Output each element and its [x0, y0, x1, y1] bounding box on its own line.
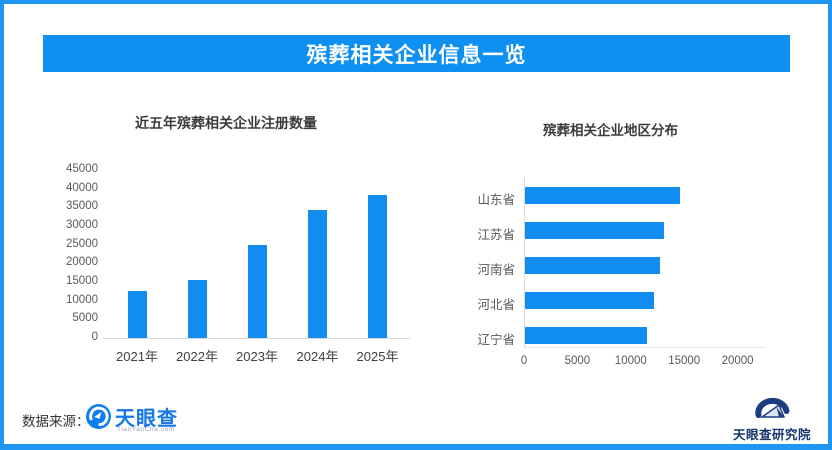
bar-山东省 — [525, 187, 680, 204]
y-axis-tick-label: 40000 — [66, 181, 98, 194]
x-axis-category-label: 2025年 — [356, 349, 399, 364]
bar-2024年 — [308, 210, 327, 338]
y-axis-tick-label: 15000 — [66, 275, 98, 287]
page-title: 殡葬相关企业信息一览 — [306, 43, 527, 67]
bar-2025年 — [368, 195, 387, 338]
x-axis-tick-label: 10000 — [614, 355, 647, 367]
bar-2022年 — [187, 280, 207, 338]
y-axis-category-label: 山东省 — [477, 192, 515, 207]
y-axis-tick-label: 45000 — [66, 163, 98, 175]
bar-江苏省 — [525, 222, 664, 239]
x-axis-tick-label: 20000 — [721, 355, 754, 367]
x-axis-category-label: 2023年 — [236, 349, 278, 364]
x-axis-line — [524, 347, 764, 348]
y-axis-tick-label: 30000 — [66, 219, 98, 231]
x-axis-tick-label: 5000 — [564, 355, 591, 367]
y-axis-tick-label: 0 — [91, 331, 98, 343]
bar-河南省 — [525, 257, 660, 274]
x-axis-line — [103, 338, 410, 339]
x-axis-category-label: 2024年 — [296, 349, 339, 364]
y-axis-tick-label: 20000 — [66, 256, 98, 269]
y-axis-tick-label: 35000 — [66, 200, 98, 213]
y-axis-tick-label: 5000 — [72, 312, 98, 325]
tianyancha-logo: 天眼查 TianYanCha.com — [86, 402, 206, 438]
right-chart-title: 殡葬相关企业地区分布 — [543, 123, 678, 138]
institute-mountain-icon — [754, 394, 790, 428]
x-axis-tick-label: 0 — [520, 355, 528, 367]
y-axis-tick-label: 10000 — [66, 293, 98, 306]
left-chart-title: 近五年殡葬相关企业注册数量 — [135, 115, 317, 131]
institute-wordmark: 天眼查研究院 — [732, 428, 811, 442]
tianyancha-eye-icon — [86, 404, 111, 434]
data-source-label: 数据来源： — [22, 414, 90, 429]
x-axis-tick-label: 15000 — [668, 355, 701, 367]
tianyancha-wordmark: 天眼查 — [115, 408, 178, 430]
y-axis-category-label: 江苏省 — [477, 227, 515, 242]
y-axis-tick-label: 25000 — [66, 237, 98, 250]
x-axis-category-label: 2021年 — [116, 349, 158, 364]
bar-2023年 — [247, 244, 267, 338]
bar-2021年 — [127, 291, 147, 338]
y-axis-category-label: 辽宁省 — [477, 332, 515, 347]
header-banner: 殡葬相关企业信息一览 — [43, 35, 790, 72]
y-axis-category-label: 河南省 — [477, 262, 515, 277]
bar-河北省 — [525, 292, 655, 309]
bar-辽宁省 — [525, 327, 647, 344]
tianyancha-institute-logo: 天眼查研究院 — [724, 394, 820, 442]
y-axis-category-label: 河北省 — [477, 297, 515, 312]
tianyancha-domain: TianYanCha.com — [117, 426, 175, 433]
x-axis-category-label: 2022年 — [176, 349, 218, 364]
y-axis-line — [524, 178, 525, 348]
